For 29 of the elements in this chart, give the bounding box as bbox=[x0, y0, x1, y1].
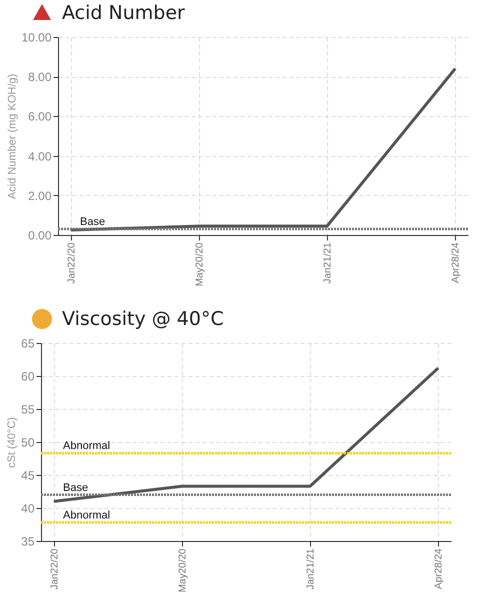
y-tick-label: 40 bbox=[21, 502, 35, 516]
ref-line-label: Base bbox=[80, 216, 106, 228]
x-tick-label: Jan22/20 bbox=[66, 242, 78, 284]
y-tick-label: 0.00 bbox=[28, 228, 52, 242]
y-tick-label: 35 bbox=[21, 534, 35, 548]
y-tick-label: 55 bbox=[21, 402, 35, 416]
y-tick-label: 4.00 bbox=[28, 149, 52, 164]
ref-line-label: Abnormal bbox=[63, 440, 110, 452]
x-tick-label: Jan21/21 bbox=[306, 548, 317, 590]
y-axis-title: cSt (40°C) bbox=[6, 417, 18, 468]
chart-title: Viscosity @ 40°C bbox=[62, 308, 224, 330]
y-tick-label: 50 bbox=[21, 436, 35, 450]
x-tick-label: Apr28/24 bbox=[450, 242, 462, 284]
x-tick-label: May20/20 bbox=[177, 548, 188, 592]
y-tick-label: 60 bbox=[21, 370, 35, 384]
ref-line-label: Base bbox=[63, 482, 88, 494]
y-tick-label: 10.00 bbox=[21, 30, 52, 44]
y-tick-label: 65 bbox=[21, 336, 35, 350]
ref-line-label: Abnormal bbox=[63, 510, 110, 522]
y-tick-label: 6.00 bbox=[28, 110, 52, 124]
chart-title: Acid Number bbox=[62, 2, 185, 24]
y-tick-label: 8.00 bbox=[28, 70, 52, 84]
x-tick-label: Jan21/21 bbox=[322, 242, 334, 284]
y-tick-label: 45 bbox=[21, 468, 35, 482]
x-tick-label: Jan22/20 bbox=[49, 548, 60, 590]
x-tick-label: Apr28/24 bbox=[434, 548, 445, 590]
x-tick-label: May20/20 bbox=[194, 242, 206, 286]
y-axis-title: Acid Number (mg KOH/g) bbox=[6, 74, 18, 200]
y-tick-label: 2.00 bbox=[28, 188, 52, 203]
